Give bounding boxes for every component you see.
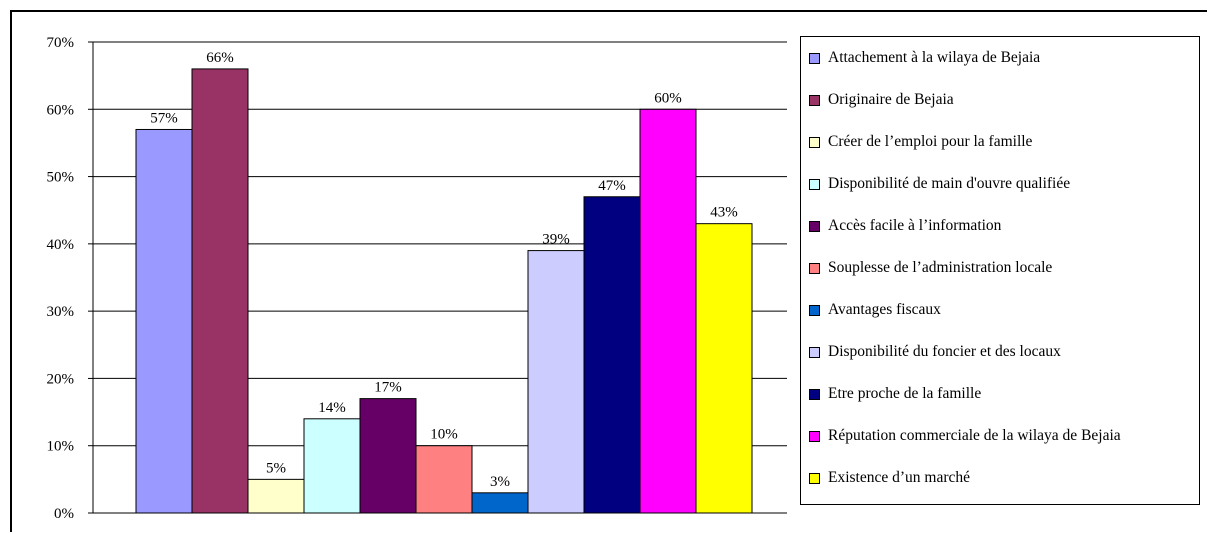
legend-label: Avantages fiscaux	[828, 301, 941, 318]
bar	[415, 445, 473, 514]
y-tick-label: 60%	[47, 102, 75, 118]
data-label: 43%	[710, 205, 738, 221]
legend-swatch	[809, 431, 820, 442]
y-tick-label: 10%	[47, 439, 75, 455]
legend-label: Disponibilité de main d'ouvre qualifiée	[828, 175, 1071, 192]
legend-swatch	[809, 53, 820, 64]
legend-swatch	[809, 263, 820, 274]
bar	[583, 196, 641, 514]
bar	[191, 68, 249, 514]
legend-label: Souplesse de l’administration locale	[828, 259, 1053, 276]
bar	[303, 418, 361, 514]
bar	[639, 108, 697, 514]
legend-swatch	[809, 179, 820, 190]
bar	[135, 128, 193, 514]
legend-label: Attachement à la wilaya de Bejaia	[828, 49, 1041, 66]
bar	[359, 398, 417, 514]
y-tick-label: 50%	[47, 170, 75, 186]
data-label: 14%	[318, 400, 346, 416]
data-label: 66%	[206, 50, 234, 66]
bar	[247, 478, 305, 514]
y-tick-label: 40%	[47, 237, 75, 253]
legend-label: Accès facile à l’information	[828, 217, 1002, 234]
legend-swatch	[809, 137, 820, 148]
data-label: 10%	[430, 427, 458, 443]
legend-label: Disponibilité du foncier et des locaux	[828, 343, 1061, 360]
data-label: 60%	[654, 90, 682, 106]
bar	[527, 250, 585, 514]
y-tick-label: 70%	[47, 35, 75, 51]
legend-label: Originaire de Bejaia	[828, 91, 954, 108]
data-label: 17%	[374, 380, 402, 396]
legend-swatch	[809, 305, 820, 316]
legend-label: Créer de l’emploi pour la famille	[828, 133, 1033, 150]
y-tick-label: 30%	[47, 304, 75, 320]
legend-swatch	[809, 389, 820, 400]
legend-swatch	[809, 95, 820, 106]
y-tick-label: 20%	[47, 371, 75, 387]
chart-frame	[10, 10, 1207, 532]
legend-swatch	[809, 347, 820, 358]
legend-label: Etre proche de la famille	[828, 385, 982, 402]
legend-label: Réputation commerciale de la wilaya de B…	[828, 427, 1121, 444]
data-label: 39%	[542, 232, 570, 248]
data-label: 3%	[490, 474, 510, 490]
y-tick-label: 0%	[54, 506, 74, 522]
legend-swatch	[809, 221, 820, 232]
bar	[695, 223, 753, 514]
data-label: 57%	[150, 110, 178, 126]
data-label: 5%	[266, 460, 286, 476]
data-label: 47%	[598, 178, 626, 194]
legend: Attachement à la wilaya de Bejaia Origina…	[800, 36, 1200, 505]
legend-swatch	[809, 473, 820, 484]
bar	[471, 492, 529, 514]
legend-label: Existence d’un marché	[828, 469, 971, 486]
bar-chart: 0% 10% 20% 30% 40% 50% 60% 70% 57% 66% 5% 14% 17% 10%…	[47, 35, 787, 522]
